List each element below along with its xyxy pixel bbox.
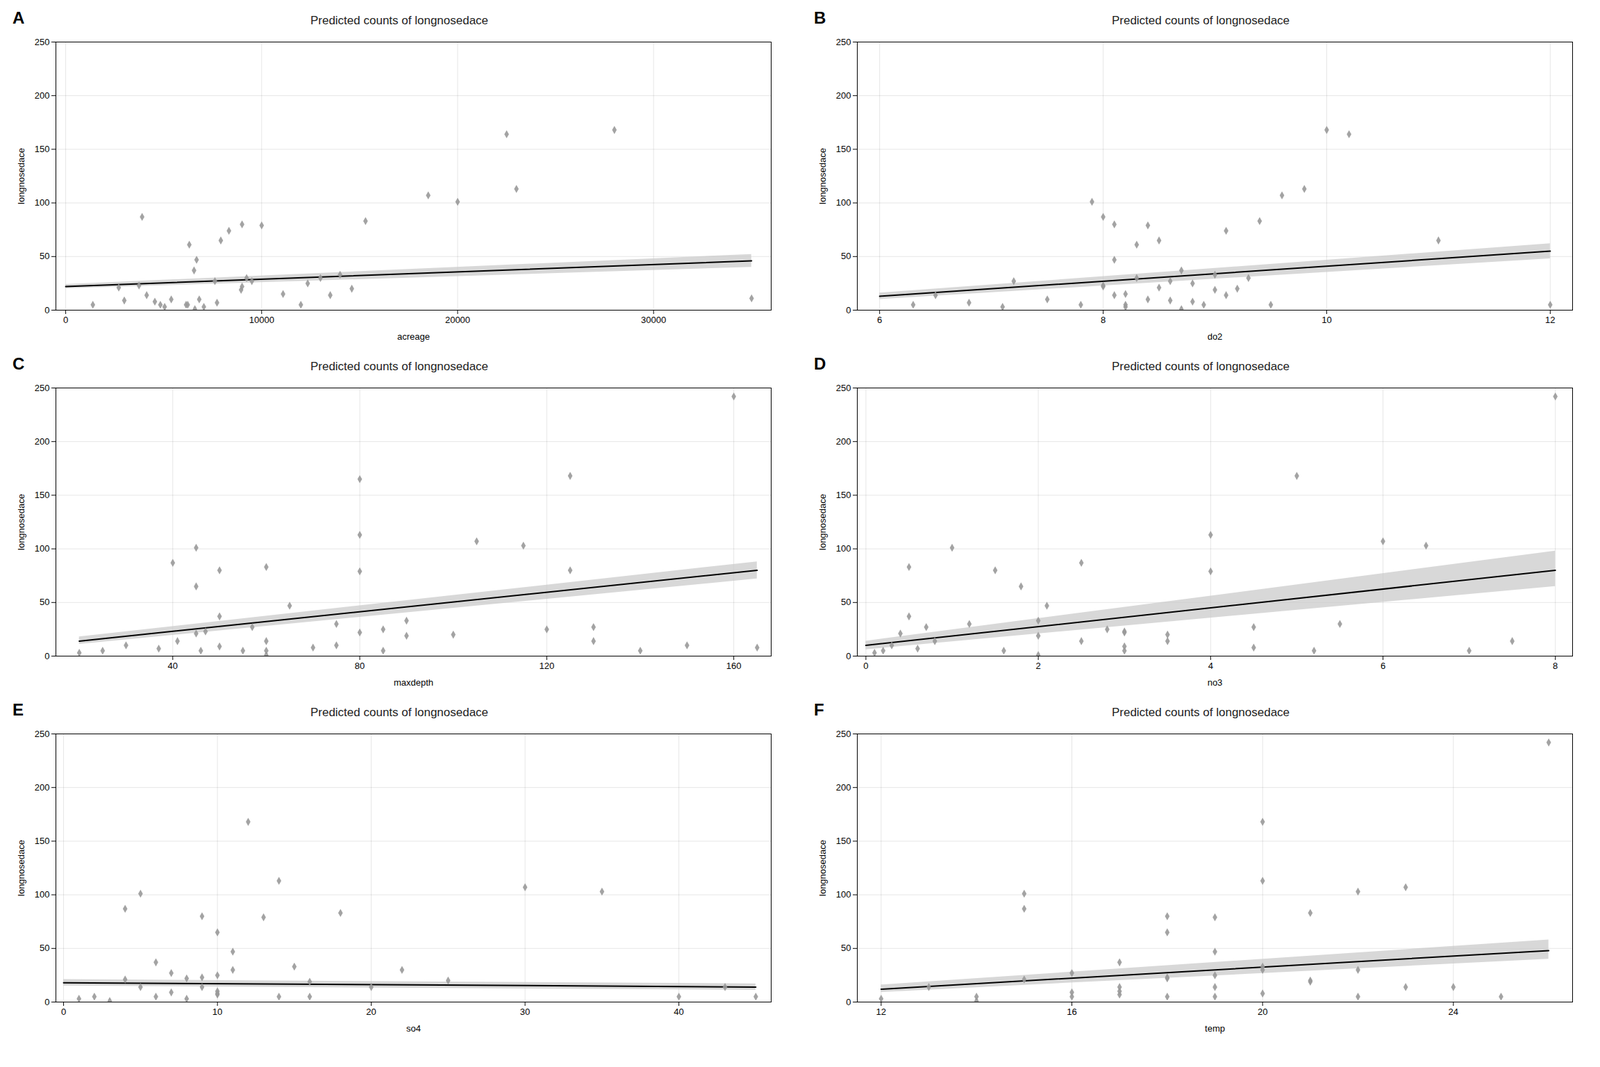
svg-text:200: 200 <box>34 781 50 793</box>
svg-text:longnosedace: longnosedace <box>15 839 27 896</box>
svg-text:200: 200 <box>836 436 852 447</box>
svg-text:16: 16 <box>1066 1006 1077 1017</box>
svg-text:longnosedace: longnosedace <box>15 147 27 205</box>
html-text:F: F <box>813 700 825 719</box>
svg-text:20: 20 <box>365 1006 376 1017</box>
svg-text:100: 100 <box>836 888 852 900</box>
svg-text:200: 200 <box>34 436 50 447</box>
svg-text:0: 0 <box>845 996 851 1007</box>
svg-text:10000: 10000 <box>249 314 275 325</box>
svg-text:30000: 30000 <box>640 314 666 325</box>
svg-text:so4: so4 <box>406 1022 421 1034</box>
svg-text:do2: do2 <box>1207 331 1223 342</box>
svg-text:10: 10 <box>1321 314 1332 325</box>
svg-text:8: 8 <box>1552 660 1558 671</box>
svg-text:150: 150 <box>836 835 852 846</box>
html-text:Predicted counts of longnoseda: Predicted counts of longnosedace <box>1111 359 1290 373</box>
svg-text:50: 50 <box>840 250 851 262</box>
svg-text:50: 50 <box>39 596 50 607</box>
svg-text:150: 150 <box>34 143 50 155</box>
html-text:C: C <box>12 354 25 373</box>
svg-text:100: 100 <box>836 543 852 554</box>
svg-text:temp: temp <box>1204 1022 1225 1034</box>
svg-text:20: 20 <box>1257 1006 1268 1017</box>
svg-text:no3: no3 <box>1207 677 1223 688</box>
svg-text:150: 150 <box>34 835 50 846</box>
html-text:Predicted counts of longnoseda: Predicted counts of longnosedace <box>310 705 489 719</box>
html-text:A: A <box>12 8 25 28</box>
svg-text:0: 0 <box>845 650 851 662</box>
html-text:B: B <box>813 8 826 28</box>
svg-text:10: 10 <box>212 1006 223 1017</box>
svg-text:120: 120 <box>539 660 555 671</box>
svg-text:150: 150 <box>836 143 852 155</box>
svg-text:0: 0 <box>44 996 50 1007</box>
svg-text:50: 50 <box>840 942 851 953</box>
svg-text:12: 12 <box>876 1006 887 1017</box>
svg-text:0: 0 <box>63 314 69 325</box>
svg-text:2: 2 <box>1035 660 1041 671</box>
svg-text:100: 100 <box>836 197 852 208</box>
svg-text:200: 200 <box>34 90 50 101</box>
svg-text:0: 0 <box>44 304 50 316</box>
svg-text:200: 200 <box>836 90 852 101</box>
svg-text:0: 0 <box>44 650 50 662</box>
svg-text:maxdepth: maxdepth <box>393 677 434 688</box>
svg-text:40: 40 <box>168 660 178 671</box>
svg-text:100: 100 <box>34 197 50 208</box>
svg-text:50: 50 <box>39 250 50 262</box>
svg-text:200: 200 <box>836 781 852 793</box>
svg-text:longnosedace: longnosedace <box>817 839 828 896</box>
svg-text:12: 12 <box>1545 314 1555 325</box>
svg-text:250: 250 <box>34 728 50 739</box>
svg-text:0: 0 <box>845 304 851 316</box>
svg-text:250: 250 <box>836 728 852 739</box>
svg-text:160: 160 <box>726 660 742 671</box>
svg-text:100: 100 <box>34 543 50 554</box>
svg-text:40: 40 <box>673 1006 684 1017</box>
svg-text:4: 4 <box>1208 660 1214 671</box>
svg-text:24: 24 <box>1448 1006 1459 1017</box>
svg-text:8: 8 <box>1100 314 1106 325</box>
svg-text:250: 250 <box>836 36 852 48</box>
svg-text:100: 100 <box>34 888 50 900</box>
svg-text:longnosedace: longnosedace <box>15 493 27 550</box>
svg-text:6: 6 <box>1380 660 1386 671</box>
svg-text:6: 6 <box>877 314 882 325</box>
html-text:E: E <box>12 700 24 719</box>
svg-text:150: 150 <box>836 489 852 500</box>
html-text:Predicted counts of longnoseda: Predicted counts of longnosedace <box>310 359 489 373</box>
svg-text:20000: 20000 <box>445 314 471 325</box>
svg-text:0: 0 <box>863 660 869 671</box>
svg-text:250: 250 <box>34 382 50 394</box>
svg-text:50: 50 <box>840 596 851 607</box>
html-text:Predicted counts of longnoseda: Predicted counts of longnosedace <box>1111 13 1290 28</box>
svg-text:80: 80 <box>354 660 365 671</box>
html-text:Predicted counts of longnoseda: Predicted counts of longnosedace <box>310 13 489 28</box>
svg-text:250: 250 <box>34 36 50 48</box>
svg-text:250: 250 <box>836 382 852 394</box>
svg-text:150: 150 <box>34 489 50 500</box>
svg-text:longnosedace: longnosedace <box>817 147 828 205</box>
svg-text:0: 0 <box>61 1006 66 1017</box>
svg-text:longnosedace: longnosedace <box>817 493 828 550</box>
svg-text:50: 50 <box>39 942 50 953</box>
html-text:Predicted counts of longnoseda: Predicted counts of longnosedace <box>1111 705 1290 719</box>
html-text:D: D <box>813 354 826 373</box>
svg-text:acreage: acreage <box>397 331 430 342</box>
svg-text:30: 30 <box>520 1006 530 1017</box>
